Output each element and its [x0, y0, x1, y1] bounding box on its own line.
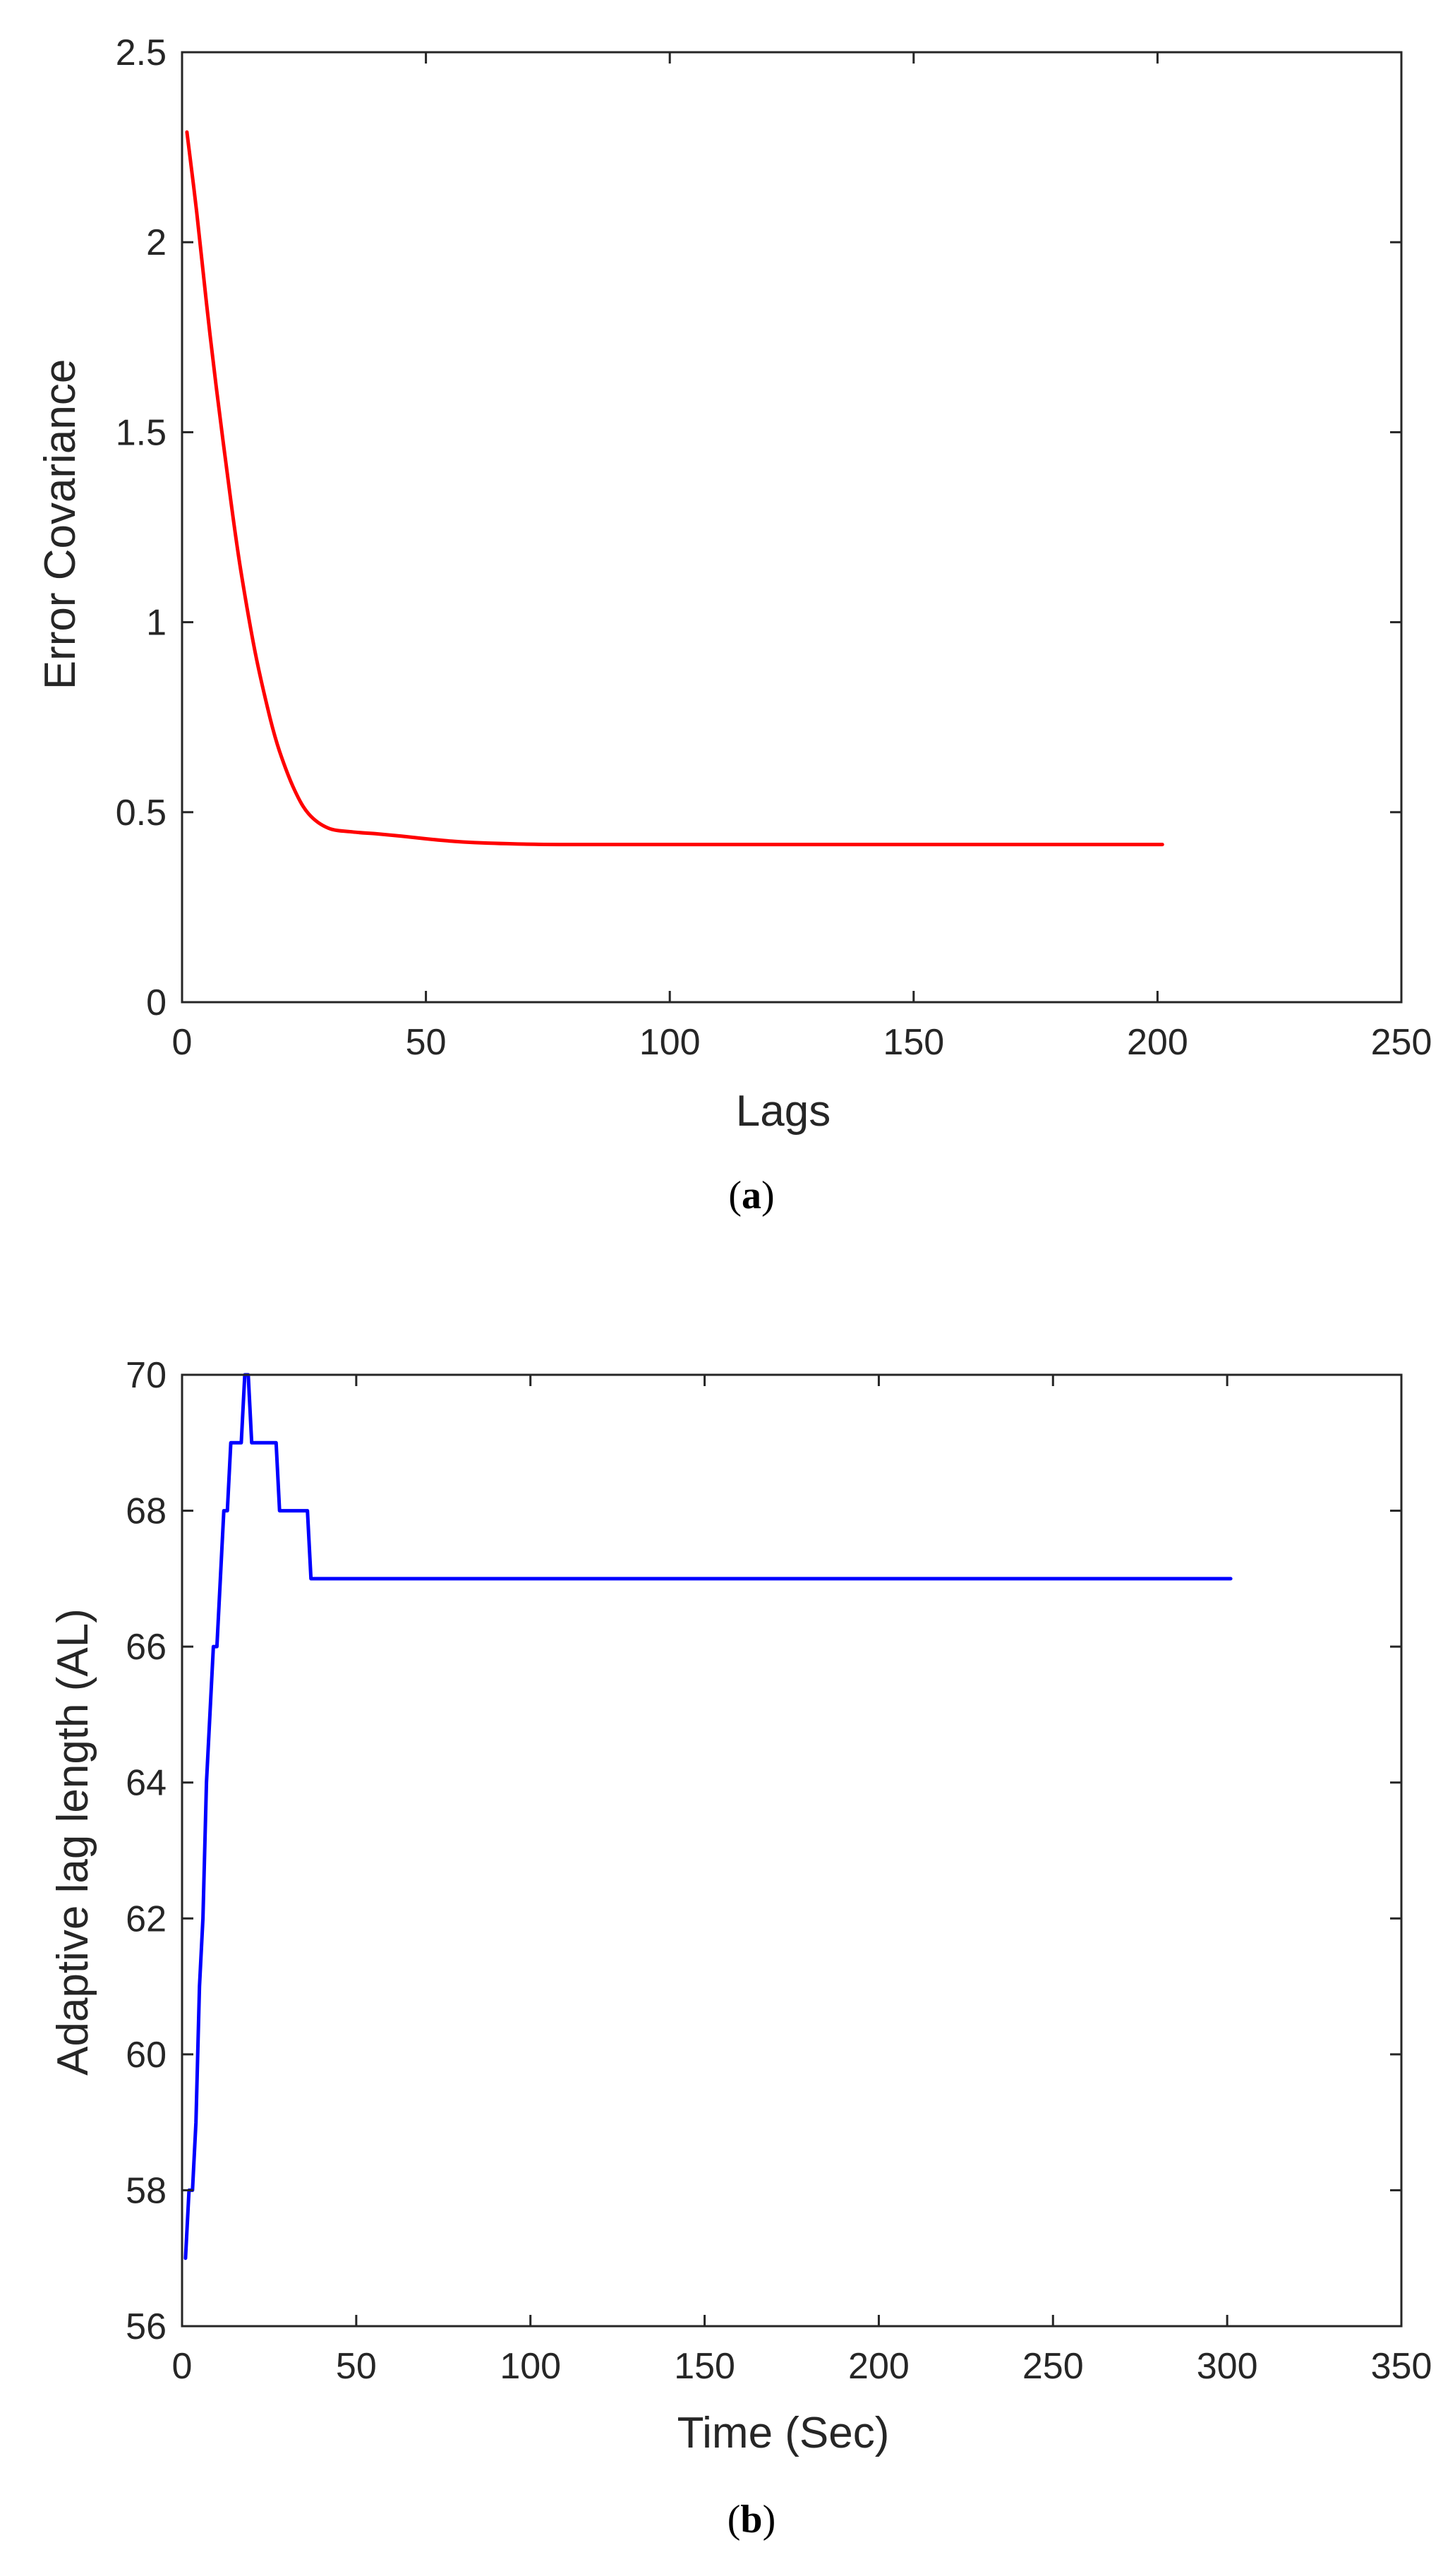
- panel-letter-a: a: [742, 1174, 761, 1217]
- x-tick-label: 300: [1197, 2346, 1258, 2387]
- panel-letter-b: b: [740, 2498, 762, 2541]
- error-covariance-series: [185, 130, 1164, 847]
- x-tick-label: 50: [336, 2346, 377, 2387]
- x-tick-label: 50: [406, 1022, 447, 1063]
- y-tick-label: 0: [146, 982, 167, 1023]
- y-tick-label: 0.5: [116, 793, 167, 833]
- y-tick-label: 1.5: [116, 412, 167, 453]
- y-axis-label: Error Covariance: [36, 359, 85, 690]
- x-axis-label: Time (Sec): [677, 2409, 890, 2457]
- x-tick-label: 100: [639, 1022, 701, 1063]
- x-tick-labels: 0 50 100 150 200 250: [172, 1022, 1432, 1063]
- x-axis-label: Lags: [736, 1087, 831, 1136]
- y-tick-label: 56: [126, 2306, 167, 2347]
- series-line: [183, 1373, 1233, 2261]
- y-tick-label: 60: [126, 2035, 167, 2076]
- plot-frame: [181, 1373, 1403, 2328]
- tick-marks: [181, 51, 1403, 1004]
- tick-marks: [181, 1373, 1403, 2328]
- x-tick-label: 150: [674, 2346, 735, 2387]
- y-tick-label: 2: [146, 222, 167, 263]
- y-tick-label: 64: [126, 1763, 167, 1804]
- adaptive-lag-length-series: [183, 1373, 1233, 2261]
- y-axis-label: Adaptive lag length (AL): [49, 1608, 97, 2076]
- x-tick-label: 200: [848, 2346, 910, 2387]
- x-tick-label: 100: [500, 2346, 561, 2387]
- x-tick-label: 0: [172, 2346, 193, 2387]
- chart-panel-b: 0 50 100 150 200 250 300 350 56 58 60 62 64 66 68 70 T…: [49, 1355, 1432, 2541]
- y-tick-label: 58: [126, 2170, 167, 2211]
- x-tick-label: 0: [172, 1022, 193, 1063]
- y-tick-label: 68: [126, 1491, 167, 1532]
- plot-frame: [181, 51, 1403, 1004]
- series-line: [185, 130, 1164, 847]
- x-tick-label: 250: [1022, 2346, 1084, 2387]
- chart-panel-a: 0 50 100 150 200 250 0 0.5 1 1.5 2 2.5 Lags Error …: [36, 32, 1432, 1217]
- y-tick-label: 66: [126, 1627, 167, 1668]
- y-tick-labels: 0 0.5 1 1.5 2 2.5: [116, 32, 167, 1023]
- y-tick-label: 62: [126, 1898, 167, 1939]
- y-tick-label: 1: [146, 603, 167, 644]
- x-tick-label: 250: [1371, 1022, 1432, 1063]
- y-tick-label: 70: [126, 1355, 167, 1396]
- y-tick-label: 2.5: [116, 32, 167, 73]
- x-tick-labels: 0 50 100 150 200 250 300 350: [172, 2346, 1432, 2387]
- x-tick-label: 150: [883, 1022, 944, 1063]
- y-tick-labels: 56 58 60 62 64 66 68 70: [126, 1355, 167, 2347]
- x-tick-label: 350: [1371, 2346, 1432, 2387]
- x-tick-label: 200: [1127, 1022, 1188, 1063]
- panel-caption-b: (b): [728, 2498, 775, 2541]
- panel-caption-a: (a): [728, 1174, 774, 1217]
